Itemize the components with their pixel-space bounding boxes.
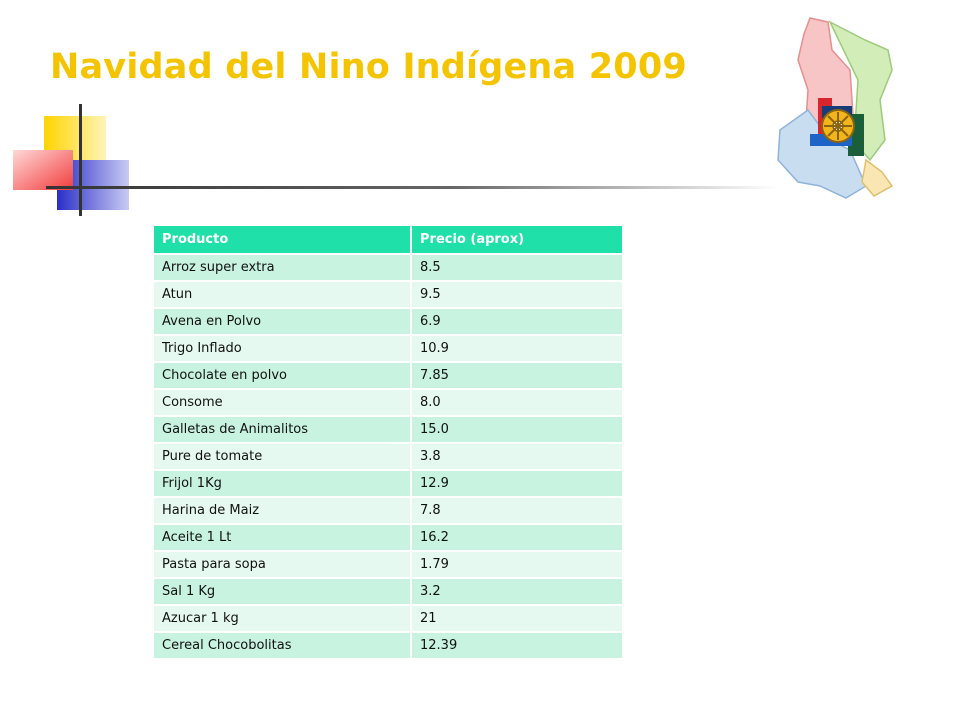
- horizontal-rule: [46, 186, 780, 189]
- column-header-producto: Producto: [152, 224, 412, 255]
- cell-producto: Arroz super extra: [152, 253, 412, 282]
- table-row: Consome 8.0: [152, 388, 624, 417]
- cell-precio: 3.2: [410, 577, 624, 606]
- cell-producto: Consome: [152, 388, 412, 417]
- cell-producto: Atun: [152, 280, 412, 309]
- cell-precio: 8.5: [410, 253, 624, 282]
- table-row: Trigo Inflado 10.9: [152, 334, 624, 363]
- table-row: Sal 1 Kg 3.2: [152, 577, 624, 606]
- slide-title: Navidad del Nino Indígena 2009: [50, 47, 687, 87]
- cell-producto: Cereal Chocobolitas: [152, 631, 412, 660]
- table-row: Chocolate en polvo 7.85: [152, 361, 624, 390]
- cell-producto: Azucar 1 kg: [152, 604, 412, 633]
- table-row: Azucar 1 kg 21: [152, 604, 624, 633]
- cell-precio: 12.9: [410, 469, 624, 498]
- cell-producto: Aceite 1 Lt: [152, 523, 412, 552]
- cell-precio: 16.2: [410, 523, 624, 552]
- vertical-rule: [79, 104, 82, 216]
- table-row: Cereal Chocobolitas 12.39: [152, 631, 624, 660]
- table-row: Galletas de Animalitos 15.0: [152, 415, 624, 444]
- cell-producto: Avena en Polvo: [152, 307, 412, 336]
- cell-producto: Trigo Inflado: [152, 334, 412, 363]
- cell-precio: 12.39: [410, 631, 624, 660]
- cell-precio: 1.79: [410, 550, 624, 579]
- column-header-precio: Precio (aprox): [410, 224, 624, 255]
- cell-precio: 15.0: [410, 415, 624, 444]
- cell-producto: Galletas de Animalitos: [152, 415, 412, 444]
- table-row: Pasta para sopa 1.79: [152, 550, 624, 579]
- cell-producto: Frijol 1Kg: [152, 469, 412, 498]
- cell-precio: 8.0: [410, 388, 624, 417]
- cell-precio: 3.8: [410, 442, 624, 471]
- cell-precio: 21: [410, 604, 624, 633]
- cell-producto: Pure de tomate: [152, 442, 412, 471]
- table-header-row: Producto Precio (aprox): [152, 224, 624, 255]
- cell-precio: 9.5: [410, 280, 624, 309]
- decorative-squares: [13, 104, 780, 216]
- cell-precio: 6.9: [410, 307, 624, 336]
- rotary-wheel-map-icon: [777, 17, 894, 199]
- cell-producto: Chocolate en polvo: [152, 361, 412, 390]
- cell-producto: Pasta para sopa: [152, 550, 412, 579]
- table-row: Aceite 1 Lt 16.2: [152, 523, 624, 552]
- table-row: Frijol 1Kg 12.9: [152, 469, 624, 498]
- table-row: Pure de tomate 3.8: [152, 442, 624, 471]
- red-square: [13, 150, 73, 190]
- table-row: Avena en Polvo 6.9: [152, 307, 624, 336]
- table-row: Arroz super extra 8.5: [152, 253, 624, 282]
- table-row: Harina de Maiz 7.8: [152, 496, 624, 525]
- cell-precio: 10.9: [410, 334, 624, 363]
- table-row: Atun 9.5: [152, 280, 624, 309]
- cell-precio: 7.8: [410, 496, 624, 525]
- price-table: Producto Precio (aprox) Arroz super extr…: [152, 224, 624, 660]
- cell-producto: Harina de Maiz: [152, 496, 412, 525]
- cell-precio: 7.85: [410, 361, 624, 390]
- cell-producto: Sal 1 Kg: [152, 577, 412, 606]
